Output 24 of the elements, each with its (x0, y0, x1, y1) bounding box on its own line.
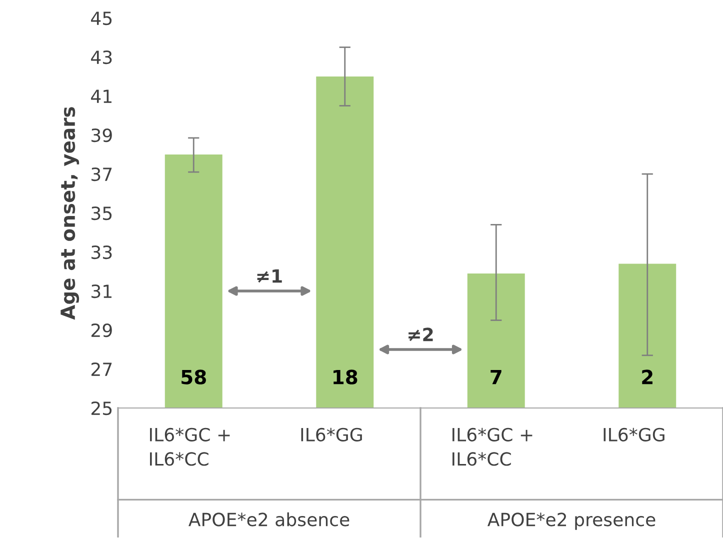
y-tick-label: 29 (91, 323, 112, 338)
x-tick-label: IL6*GG (301, 428, 362, 442)
annotation: ≠2 (408, 328, 433, 342)
y-tick-label: 25 (91, 401, 112, 416)
annotation: 2 (642, 370, 652, 384)
x-tick-label: IL6*GC + IL6*CC (150, 428, 230, 466)
text: APOE*e2 presence (487, 512, 656, 530)
y-tick-label: 35 (92, 206, 112, 220)
x-tick-label: IL6*GG (604, 428, 664, 442)
y-tick-label: 33 (92, 245, 112, 260)
y-tick-label: 27 (91, 362, 112, 376)
annotation: 18 (334, 370, 358, 384)
x-tick-label: IL6*GC + IL6*CC (452, 428, 532, 466)
y-tick-label: 43 (91, 50, 112, 64)
text: APOE*e2 absence (188, 512, 350, 526)
y-axis-title: Age at onset, years (60, 107, 80, 320)
y-tick-label: 31 (92, 284, 112, 298)
annotation: ≠1 (257, 269, 282, 283)
y-tick-label: 45 (91, 12, 112, 26)
y-tick-label: 37 (92, 167, 112, 182)
annotation: 58 (182, 370, 206, 384)
y-tick-label: 39 (92, 128, 112, 142)
y-tick-label: 41 (91, 90, 112, 103)
annotation: 7 (490, 370, 502, 384)
